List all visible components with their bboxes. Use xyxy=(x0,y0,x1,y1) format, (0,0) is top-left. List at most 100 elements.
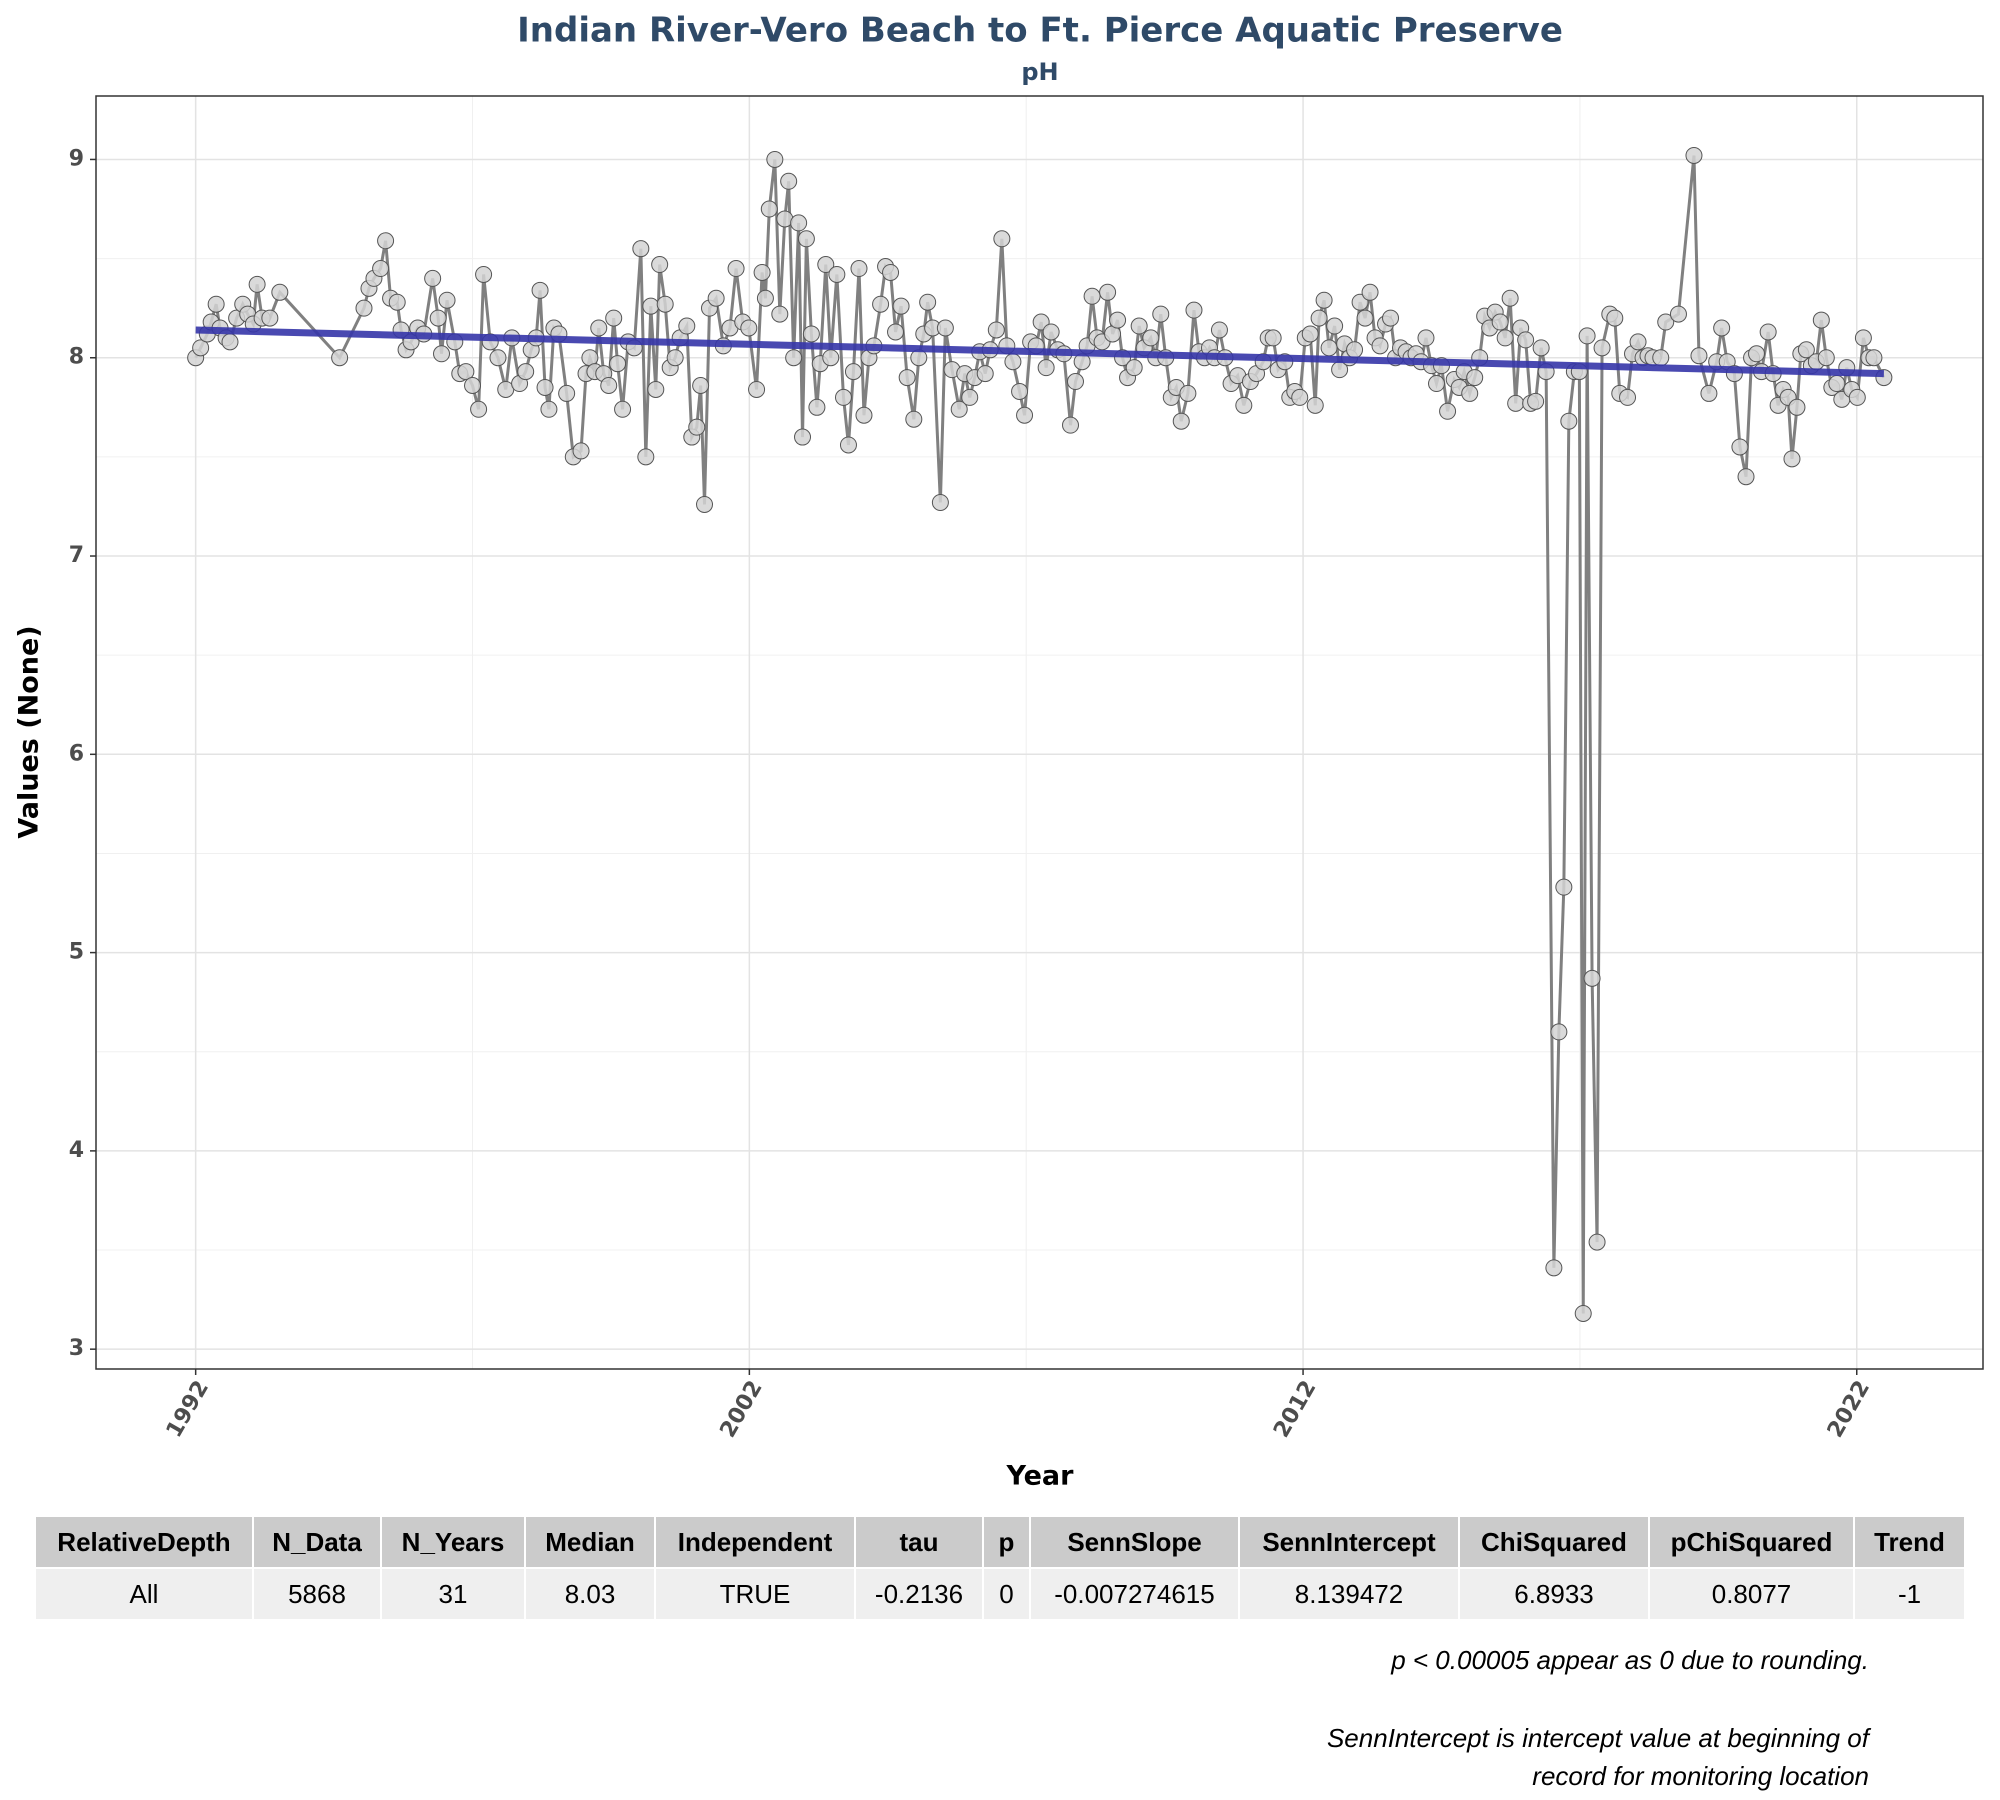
data-point xyxy=(1532,339,1550,357)
data-point xyxy=(540,400,558,418)
table-body: All 5868 31 8.03 TRUE -0.2136 0 -0.007274615 8.1… xyxy=(34,1567,1966,1621)
data-point xyxy=(756,289,774,307)
table-cell: All xyxy=(34,1567,254,1621)
data-point xyxy=(1517,331,1535,349)
data-point xyxy=(1507,394,1525,412)
data-point xyxy=(248,275,266,293)
data-point xyxy=(1700,384,1718,402)
data-point xyxy=(707,289,725,307)
data-point xyxy=(609,355,627,373)
data-point xyxy=(839,436,857,454)
data-point xyxy=(780,172,798,190)
data-point xyxy=(1361,283,1379,301)
data-point xyxy=(1461,384,1479,402)
data-point xyxy=(1315,291,1333,309)
data-point xyxy=(1011,382,1029,400)
data-point xyxy=(1235,396,1253,414)
data-point xyxy=(1417,329,1435,347)
data-point xyxy=(1783,450,1801,468)
data-point xyxy=(766,150,784,168)
table-header-cell: N_Years xyxy=(380,1515,526,1569)
data-point xyxy=(1797,341,1815,359)
data-point xyxy=(1306,396,1324,414)
data-point xyxy=(931,493,949,511)
note: p < 0.00005 appear as 0 due to rounding. xyxy=(1391,1645,1869,1675)
table-header-cell: SennIntercept xyxy=(1238,1515,1460,1569)
plot-border xyxy=(95,95,1984,1370)
data-point xyxy=(1583,969,1601,987)
data-point xyxy=(429,309,447,327)
x-tick-label: 2012 xyxy=(1269,1377,1321,1443)
data-point xyxy=(1152,305,1170,323)
data-point xyxy=(470,400,488,418)
x-tick-label: 1992 xyxy=(162,1377,214,1443)
y-tick-label: 7 xyxy=(69,543,84,568)
data-point xyxy=(1527,392,1545,410)
data-point xyxy=(1690,347,1708,365)
data-point xyxy=(1291,388,1309,406)
data-point xyxy=(1812,311,1830,329)
data-point xyxy=(1606,309,1624,327)
data-point xyxy=(740,319,758,337)
data-point xyxy=(850,260,868,278)
data-point xyxy=(753,263,771,281)
data-point xyxy=(207,295,225,313)
data-point xyxy=(1759,323,1777,341)
chart-title: Indian River-Vero Beach to Ft. Pierce Aq… xyxy=(517,11,1563,51)
table-cell: 6.8933 xyxy=(1458,1567,1650,1621)
data-point xyxy=(1748,345,1766,363)
data-point xyxy=(790,214,808,232)
table-cell: -1 xyxy=(1853,1567,1966,1621)
data-point xyxy=(1382,309,1400,327)
trend-line xyxy=(195,326,1884,378)
data-point xyxy=(678,317,696,335)
table-header-cell: SennSlope xyxy=(1029,1515,1240,1569)
data-point xyxy=(1037,359,1055,377)
data-point xyxy=(898,369,916,387)
y-tick-label: 3 xyxy=(69,1336,84,1361)
data-point xyxy=(1004,353,1022,371)
data-point xyxy=(1501,289,1519,307)
data-point xyxy=(1731,438,1749,456)
table-cell: 0 xyxy=(982,1567,1031,1621)
data-point xyxy=(1657,313,1675,331)
table-header-cell: ChiSquared xyxy=(1458,1515,1650,1569)
note: SennIntercept is intercept value at begi… xyxy=(1326,1723,1869,1791)
table-header-cell: tau xyxy=(854,1515,984,1569)
data-point xyxy=(797,230,815,248)
data-point xyxy=(656,295,674,313)
data-point xyxy=(1346,341,1364,359)
table-header-cell: pChiSquared xyxy=(1648,1515,1855,1569)
data-point xyxy=(1848,388,1866,406)
data-point xyxy=(489,349,507,367)
data-point xyxy=(1496,329,1514,347)
data-point xyxy=(464,376,482,394)
y-tick-label: 5 xyxy=(69,940,84,965)
data-point xyxy=(1466,369,1484,387)
data-point xyxy=(1042,323,1060,341)
table-header-cell: Median xyxy=(524,1515,656,1569)
data-point xyxy=(1574,1304,1592,1322)
data-point xyxy=(1130,317,1148,335)
chart: Indian River-Vero Beach to Ft. Pierce Aq… xyxy=(14,11,1984,1490)
table-header-cell: p xyxy=(982,1515,1031,1569)
table-row: All 5868 31 8.03 TRUE -0.2136 0 -0.007274615 8.1… xyxy=(34,1567,1966,1621)
data-point xyxy=(438,291,456,309)
data-point xyxy=(987,321,1005,339)
data-point xyxy=(1320,339,1338,357)
table-cell: 8.139472 xyxy=(1238,1567,1460,1621)
data-point xyxy=(605,309,623,327)
data-point xyxy=(590,319,608,337)
data-point xyxy=(1593,339,1611,357)
data-point xyxy=(727,260,745,278)
data-point xyxy=(1125,359,1143,377)
table-cell: 31 xyxy=(380,1567,526,1621)
data-point xyxy=(331,349,349,367)
data-point xyxy=(388,293,406,311)
y-tick-label: 4 xyxy=(69,1138,84,1163)
table-cell: TRUE xyxy=(654,1567,856,1621)
data-point xyxy=(822,349,840,367)
data-point xyxy=(666,349,684,367)
data-point xyxy=(844,363,862,381)
data-point xyxy=(572,442,590,460)
